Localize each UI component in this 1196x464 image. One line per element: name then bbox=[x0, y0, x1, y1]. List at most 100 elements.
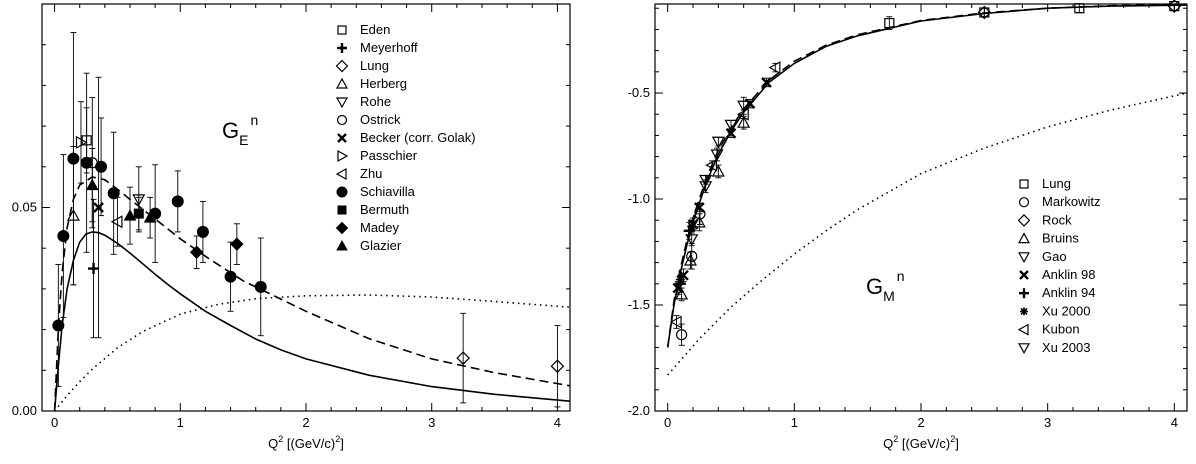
data-point bbox=[88, 263, 100, 275]
legend-symbol bbox=[1017, 343, 1031, 355]
data-point bbox=[75, 135, 88, 149]
legend-label: Zhu bbox=[360, 166, 382, 181]
data-point bbox=[685, 234, 699, 247]
x-tick-label: 0 bbox=[51, 415, 58, 430]
data-point bbox=[711, 164, 725, 177]
legend-label: Lung bbox=[360, 58, 389, 73]
legend-label: Meyerhoff bbox=[360, 40, 418, 55]
data-point bbox=[132, 194, 146, 207]
legend-label: Schiavilla bbox=[360, 184, 416, 199]
x-tick-label: 1 bbox=[791, 415, 798, 430]
data-point bbox=[254, 280, 267, 293]
data-point bbox=[711, 136, 725, 149]
data-point bbox=[686, 250, 698, 262]
x-tick-label: 1 bbox=[177, 415, 184, 430]
legend-symbol bbox=[336, 186, 348, 198]
legend-label: Rock bbox=[1042, 212, 1072, 227]
y-tick-label: -2.0 bbox=[628, 403, 650, 418]
legend-symbol bbox=[335, 167, 347, 181]
y-tick-label: -0.5 bbox=[628, 85, 650, 100]
legend-symbol bbox=[335, 97, 349, 109]
data-point bbox=[675, 329, 688, 341]
legend-symbol bbox=[1020, 307, 1028, 316]
data-point bbox=[884, 17, 895, 29]
data-point bbox=[224, 270, 237, 283]
x-axis-label: Q2 [(GeV/c)2] bbox=[883, 434, 959, 451]
x-tick-label: 4 bbox=[554, 415, 561, 430]
data-point bbox=[93, 202, 104, 213]
data-point bbox=[669, 315, 682, 329]
x-tick-label: 4 bbox=[1171, 415, 1178, 430]
legend-symbol bbox=[1018, 197, 1030, 208]
gmn-chart-panel: 0 1 2 3 4 -2.0 -1.5 -1.0 -0.5 Lung Markowitz Rock Br… bbox=[628, 0, 1188, 451]
theory-curve-dotted bbox=[667, 92, 1188, 376]
data-point bbox=[95, 160, 108, 173]
data-point bbox=[196, 225, 209, 238]
data-point bbox=[724, 119, 738, 132]
legend-label: Xu 2000 bbox=[1042, 303, 1090, 318]
data-point bbox=[189, 245, 204, 259]
legend-symbol bbox=[1019, 270, 1029, 280]
data-point bbox=[977, 5, 992, 20]
data-point bbox=[52, 319, 65, 332]
legend-label: Markowitz bbox=[1042, 194, 1101, 209]
legend-label: Rohe bbox=[360, 94, 391, 109]
legend-label: Becker (corr. Golak) bbox=[360, 130, 476, 145]
x-tick-label: 2 bbox=[302, 415, 309, 430]
y-tick-label: 0.05 bbox=[12, 200, 37, 215]
data-point bbox=[456, 351, 470, 365]
legend-label: Kubon bbox=[1042, 322, 1080, 337]
legend-symbol bbox=[1017, 232, 1031, 244]
form-factor-label: GEn bbox=[222, 112, 258, 148]
legend-symbol bbox=[335, 77, 349, 89]
data-point bbox=[768, 61, 781, 75]
legend-symbol bbox=[1019, 179, 1029, 189]
data-point bbox=[67, 152, 80, 165]
theory-curve-dashed bbox=[666, 3, 1188, 348]
y-tick-label: -1.5 bbox=[628, 297, 650, 312]
y-tick-label: 0.00 bbox=[12, 403, 37, 418]
data-point bbox=[143, 211, 157, 223]
legend-symbol bbox=[337, 25, 347, 35]
data-point bbox=[683, 253, 697, 266]
legend-symbol bbox=[1017, 214, 1031, 227]
data-point bbox=[123, 209, 137, 221]
legend-label: Gao bbox=[1042, 249, 1067, 264]
legend-label: Madey bbox=[360, 220, 400, 235]
legend-label: Herberg bbox=[360, 76, 407, 91]
legend-label: Lung bbox=[1042, 176, 1071, 191]
data-point bbox=[1074, 3, 1085, 14]
legend-label: Glazier bbox=[360, 238, 402, 253]
legend-symbol bbox=[337, 205, 347, 215]
x-tick-label: 2 bbox=[917, 415, 924, 430]
theory-curve-solid bbox=[53, 231, 571, 412]
legend-label: Anklin 98 bbox=[1042, 267, 1095, 282]
legend-label: Eden bbox=[360, 22, 390, 37]
legend-symbol bbox=[337, 149, 349, 163]
x-tick-label: 3 bbox=[1044, 415, 1051, 430]
legend-symbol bbox=[1019, 288, 1029, 299]
x-tick-label: 0 bbox=[664, 415, 671, 430]
y-tick-label: -1.0 bbox=[628, 191, 650, 206]
plot-frame bbox=[654, 3, 1188, 412]
data-point bbox=[710, 149, 724, 162]
data-point bbox=[80, 156, 93, 169]
legend-label: Passchier bbox=[360, 148, 418, 163]
data-point bbox=[107, 187, 120, 200]
legend-symbol bbox=[335, 221, 349, 235]
data-point bbox=[744, 98, 756, 109]
theory-curve-dashed bbox=[53, 176, 571, 412]
data-point bbox=[57, 229, 70, 242]
legend-symbol bbox=[1017, 323, 1029, 336]
legend-label: Ostrick bbox=[360, 112, 401, 127]
data-point bbox=[705, 158, 718, 172]
legend-symbol bbox=[335, 59, 349, 73]
gen-chart-panel: 0 1 2 3 4 0.00 0.05 Eden Meyerhoff Lung Herberg Roh… bbox=[12, 3, 571, 451]
legend-label: Xu 2003 bbox=[1042, 340, 1090, 355]
data-point bbox=[761, 77, 772, 88]
form-factor-label: GMn bbox=[866, 268, 905, 304]
data-point bbox=[85, 178, 99, 191]
data-point bbox=[693, 202, 705, 213]
data-point bbox=[230, 237, 244, 251]
